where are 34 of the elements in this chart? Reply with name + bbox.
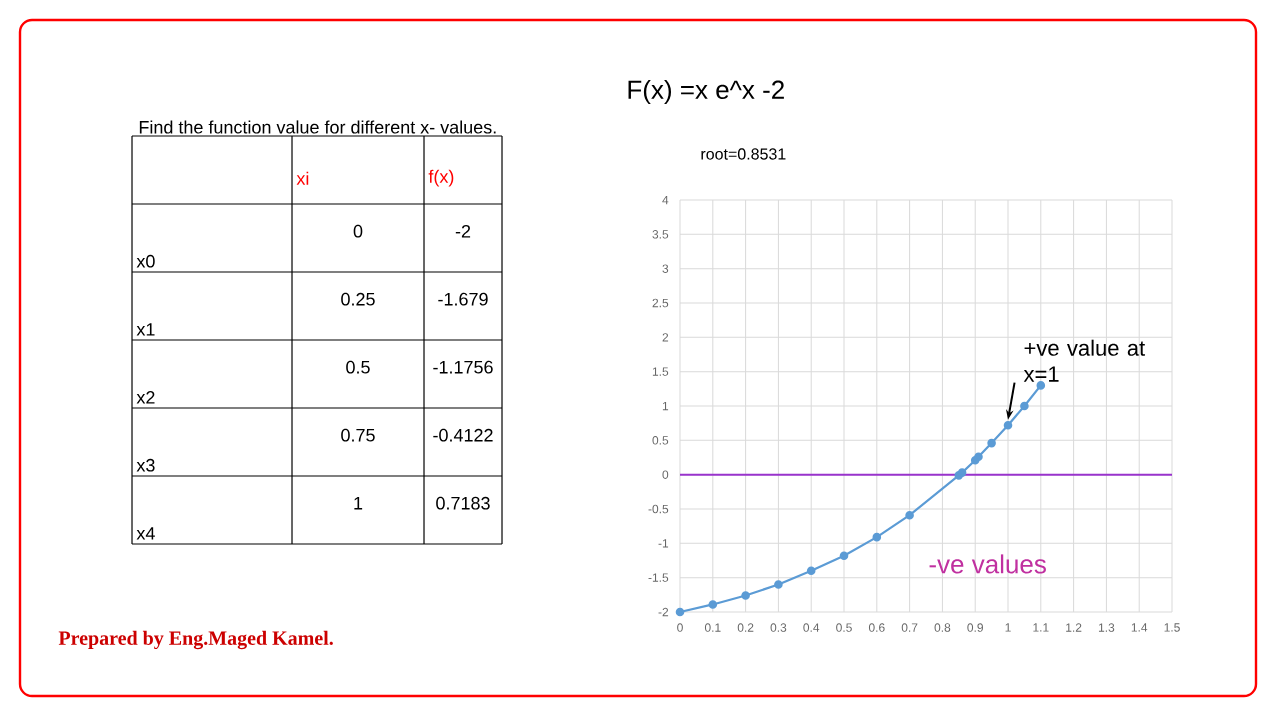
point — [708, 600, 718, 609]
point — [741, 591, 750, 600]
legend-label: f(x) — [428, 169, 454, 187]
category-label: x2 — [136, 391, 155, 404]
point — [905, 510, 914, 520]
point — [1020, 401, 1029, 411]
category-label: x4 — [136, 527, 155, 540]
data-label: 0.75 — [341, 428, 375, 442]
point — [806, 566, 816, 576]
point — [675, 607, 685, 617]
annotation: -ve values — [929, 554, 1046, 574]
legend-label: xi — [296, 171, 309, 185]
point — [872, 532, 882, 542]
data-label: -1.679 — [438, 292, 488, 306]
category-label: x1 — [136, 323, 155, 336]
data-label: -0.4122 — [433, 428, 493, 442]
text: Find the function value for different x- values. — [139, 120, 496, 134]
data-label: 0.5 — [346, 360, 370, 374]
point — [839, 551, 849, 560]
data-label: 0.7183 — [436, 496, 490, 510]
category-label: x3 — [136, 458, 155, 472]
data-label: 0.25 — [341, 292, 375, 306]
data-label: -1.1756 — [433, 360, 493, 374]
point — [1003, 420, 1013, 430]
data-label: 1 — [354, 497, 363, 510]
annotation: +ve value at x=1 — [1023, 339, 1146, 382]
data-label: 0 — [353, 224, 363, 238]
data-label: -2 — [455, 224, 471, 238]
point — [987, 438, 996, 448]
point — [774, 580, 783, 589]
chart-subtitle: root=0.8531 — [701, 148, 786, 160]
text: Prepared by Eng.Maged Kamel. — [58, 630, 333, 650]
category-label: x0 — [136, 254, 155, 268]
chart-title: F(x) =x e^x -2 — [628, 79, 784, 105]
